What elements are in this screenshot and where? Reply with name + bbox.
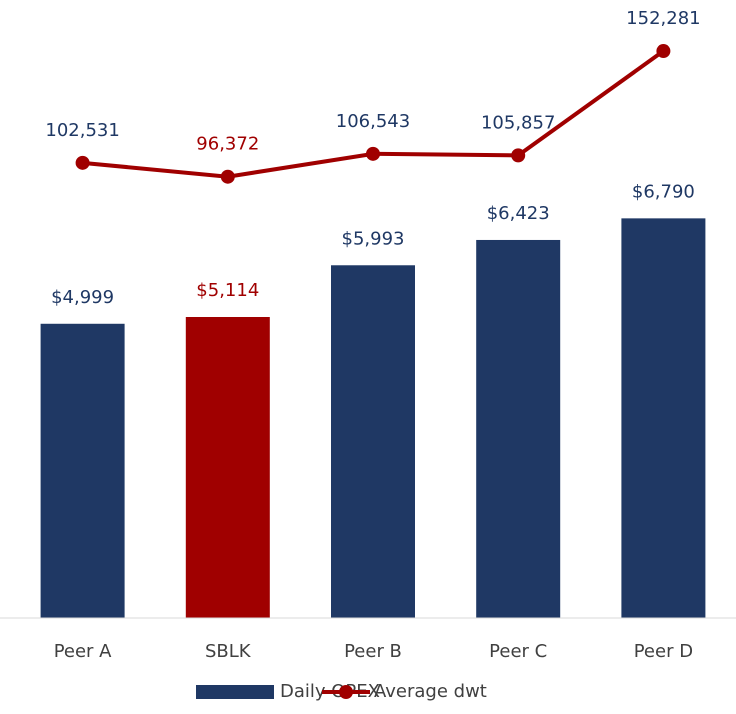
line-point [511,148,526,163]
line-point [656,44,671,59]
x-tick-label: SBLK [205,641,252,662]
line-value-label: 105,857 [481,112,555,133]
line-point [75,155,90,170]
line-value-label: 102,531 [45,120,119,141]
x-tick-label: Peer B [344,641,402,662]
bar [331,265,415,618]
bar-value-label: $5,993 [342,228,405,249]
bar-value-label: $5,114 [196,280,259,301]
legend-swatch [196,685,274,699]
line-point [366,146,380,161]
bar [40,323,125,618]
bar [621,218,706,619]
line-point [220,169,235,184]
bar-value-label: $6,790 [632,181,695,202]
bar-value-label: $6,423 [487,203,550,224]
bar [476,239,561,618]
bar [185,317,270,618]
line-value-label: 106,543 [336,111,410,132]
line-value-label: 96,372 [196,134,259,155]
line-value-label: 152,281 [626,8,700,29]
bar-value-label: $4,999 [51,287,114,308]
x-tick-label: Peer A [54,641,112,662]
x-tick-label: Peer D [634,641,693,662]
x-tick-label: Peer C [489,641,547,662]
legend-label: Average dwt [374,681,487,702]
legend-swatch [339,685,353,699]
